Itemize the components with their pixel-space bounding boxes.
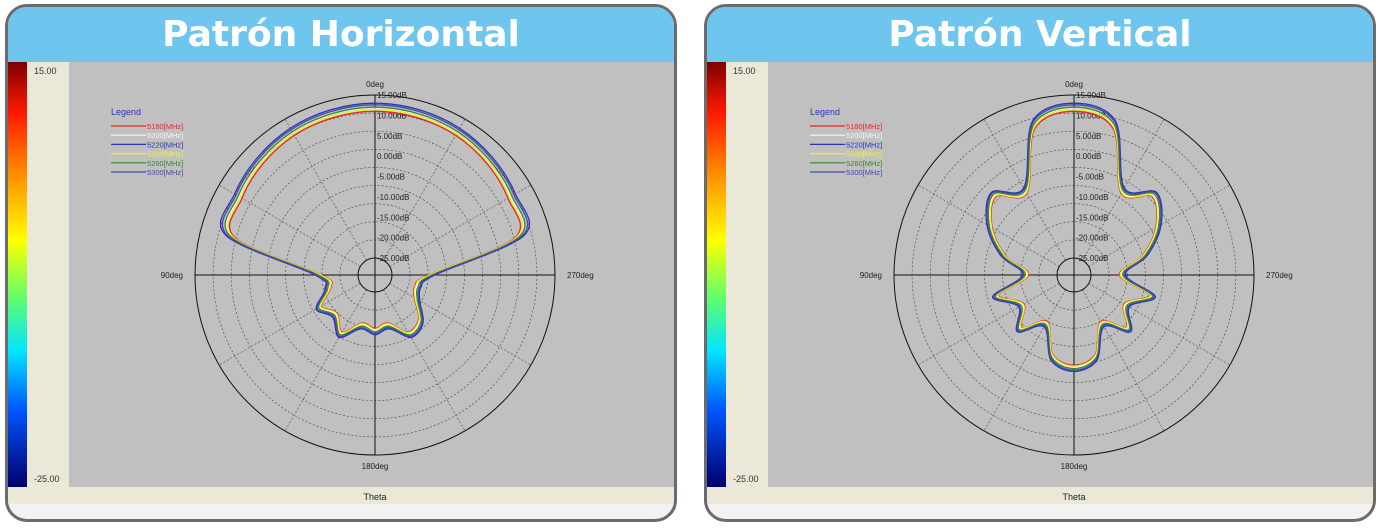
colorbar-max-label: 15.00	[733, 66, 756, 76]
grid-spoke	[983, 118, 1066, 261]
theta-axis-label: Theta	[363, 492, 386, 502]
series-trace	[227, 109, 523, 334]
polar-chart-svg: 15.00 -25.00dB Theta 0deg 180deg 90deg 270deg 1…	[707, 62, 1373, 504]
legend-entry: 5220[MHz]	[147, 140, 183, 149]
legend-entry: 5300[MHz]	[846, 168, 882, 177]
grid-spoke	[383, 289, 466, 432]
angle-label-90: 90deg	[161, 271, 183, 280]
horizontal-polar-chart: 15.00 -25.00dB Theta 0deg 180deg 90deg 270deg 1…	[8, 62, 674, 504]
grid-spoke	[917, 283, 1060, 366]
grid-spoke	[383, 118, 466, 261]
vertical-polar-chart: 15.00 -25.00dB Theta 0deg 180deg 90deg 270deg 1…	[707, 62, 1373, 504]
radial-label: 5.00dB	[1076, 132, 1101, 141]
radial-label: 10.00dB	[377, 111, 407, 120]
radial-label: -15.00dB	[1076, 213, 1108, 222]
axis-label-bar	[8, 487, 674, 504]
angle-label-0: 0deg	[1065, 80, 1083, 89]
colorbar-label-area	[726, 62, 768, 487]
legend-title: Legend	[111, 107, 141, 117]
grid-spoke	[1088, 283, 1231, 366]
panel-title: Patrón Horizontal	[8, 7, 674, 62]
legend-entry: 5240[MHz]	[846, 150, 882, 159]
radial-label: -10.00dB	[377, 193, 409, 202]
colorbar-min-label: -25.00	[733, 474, 759, 484]
radial-label: -10.00dB	[1076, 193, 1108, 202]
series-trace	[986, 104, 1162, 371]
legend-entry: 5260[MHz]	[846, 159, 882, 168]
grid-spoke	[218, 283, 361, 366]
angle-label-270: 270deg	[567, 271, 594, 280]
grid-spoke	[284, 118, 367, 261]
series-trace	[228, 110, 522, 333]
radial-label: 0.00dB	[377, 152, 402, 161]
radial-label: 5.00dB	[377, 132, 402, 141]
legend-entry: 5200[MHz]	[846, 131, 882, 140]
angle-label-180: 180deg	[362, 462, 389, 471]
radial-label: -5.00dB	[377, 173, 405, 182]
legend-entry: 5300[MHz]	[147, 168, 183, 177]
radial-label: 15.00dB	[377, 91, 407, 100]
legend-entry: 5220[MHz]	[846, 140, 882, 149]
legend-entry: 5180[MHz]	[846, 122, 882, 131]
vertical-pattern-panel: Patrón Vertical 15.00 -25.00dB Theta 0deg 18…	[704, 4, 1376, 522]
grid-spoke	[389, 283, 532, 366]
horizontal-pattern-panel: Patrón Horizontal 15.00 -25.00dB Theta 0deg…	[5, 4, 677, 522]
grid-spoke	[1082, 118, 1165, 261]
legend-entry: 5260[MHz]	[147, 159, 183, 168]
legend-entry: 5200[MHz]	[147, 131, 183, 140]
angle-label-180: 180deg	[1061, 462, 1088, 471]
series-trace	[219, 102, 531, 339]
radial-label: -15.00dB	[377, 213, 409, 222]
radial-label: 10.00dB	[1076, 111, 1106, 120]
colorbar-max-label: 15.00	[34, 66, 57, 76]
radial-label: -20.00dB	[1076, 234, 1108, 243]
radial-label: 15.00dB	[1076, 91, 1106, 100]
radial-label: -25.00dB	[1076, 254, 1108, 263]
legend-title: Legend	[810, 107, 840, 117]
angle-label-270: 270deg	[1266, 271, 1293, 280]
series-trace	[221, 104, 529, 338]
series-trace	[224, 106, 526, 336]
legend-entry: 5180[MHz]	[147, 122, 183, 131]
grid-spoke	[1082, 289, 1165, 432]
series-trace	[988, 107, 1160, 369]
angle-label-90: 90deg	[860, 271, 882, 280]
radial-label: 0.00dB	[1076, 152, 1101, 161]
colorbar-min-label: -25.00	[34, 474, 60, 484]
theta-axis-label: Theta	[1062, 492, 1085, 502]
series-trace	[989, 109, 1159, 367]
colorbar	[707, 62, 726, 487]
legend-entry: 5240[MHz]	[147, 150, 183, 159]
grid-spoke	[218, 184, 361, 267]
grid-spoke	[983, 289, 1066, 432]
radial-label: -5.00dB	[1076, 173, 1104, 182]
axis-label-bar	[707, 487, 1373, 504]
colorbar-label-area	[27, 62, 69, 487]
angle-label-0: 0deg	[366, 80, 384, 89]
radial-label: -25.00dB	[377, 254, 409, 263]
colorbar	[8, 62, 27, 487]
grid-spoke	[389, 184, 532, 267]
polar-chart-svg: 15.00 -25.00dB Theta 0deg 180deg 90deg 270deg 1…	[8, 62, 674, 504]
radial-label: -20.00dB	[377, 234, 409, 243]
series-trace	[985, 102, 1163, 373]
panel-title: Patrón Vertical	[707, 7, 1373, 62]
series-trace	[987, 106, 1161, 370]
grid-spoke	[284, 289, 367, 432]
series-trace	[225, 107, 525, 335]
